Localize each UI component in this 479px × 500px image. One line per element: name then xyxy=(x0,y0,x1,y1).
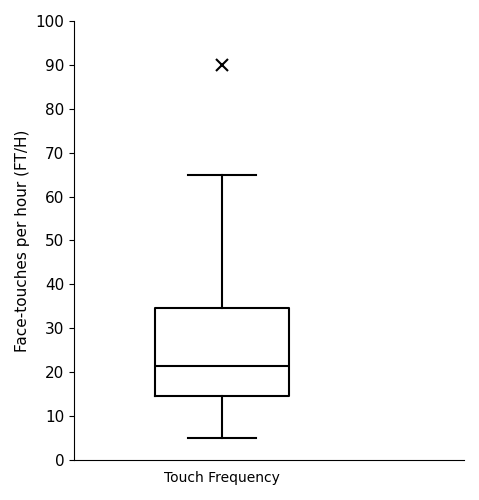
Y-axis label: Face-touches per hour (FT/H): Face-touches per hour (FT/H) xyxy=(15,130,30,352)
